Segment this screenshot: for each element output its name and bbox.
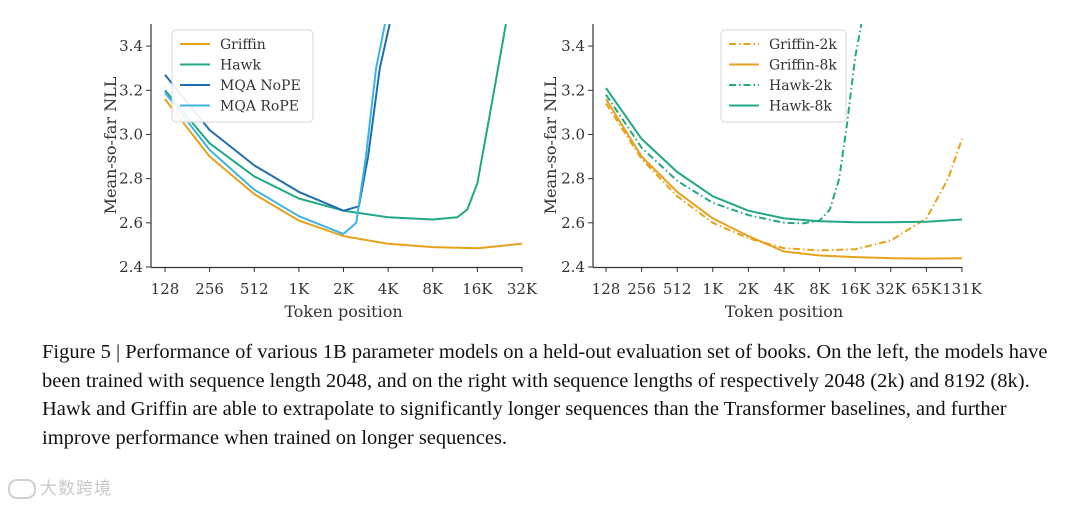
x-tick-label: 512 — [663, 280, 692, 298]
series-line-griffin-8k — [605, 98, 963, 260]
y-tick-label: 3.0 — [119, 125, 143, 143]
legend-label: Hawk-8k — [769, 99, 832, 115]
x-tick-label: 131K — [942, 280, 983, 298]
legend-label: Hawk — [220, 58, 262, 74]
y-tick-label: 2.4 — [119, 258, 143, 276]
watermark: 大数跨境 — [8, 474, 112, 499]
figure-caption: Figure 5 | Performance of various 1B par… — [42, 341, 1048, 449]
x-tick-label: 256 — [195, 280, 224, 298]
series-line-mqa-nope — [164, 24, 391, 212]
x-tick-label: 2K — [738, 280, 760, 298]
series-line-griffin — [164, 98, 523, 250]
legend-label: Hawk-2k — [769, 78, 832, 94]
x-tick-label: 1K — [289, 280, 311, 298]
legend-label: MQA NoPE — [220, 78, 301, 94]
series-line-mqa-rope — [164, 24, 386, 235]
x-tick-label: 16K — [462, 280, 493, 298]
y-tick-label: 2.4 — [561, 258, 585, 276]
legend: Griffin-2k Griffin-8k Hawk-2k Hawk-8k — [720, 29, 847, 123]
series-line-griffin-2k — [605, 102, 963, 252]
y-tick-label: 3.2 — [561, 81, 585, 99]
x-tick-label: 512 — [240, 280, 269, 298]
series-line-hawk-8k — [605, 87, 963, 224]
x-tick-label: 1K — [702, 280, 724, 298]
legend-label: Griffin-2k — [769, 37, 837, 53]
series-line-hawk — [164, 24, 507, 221]
x-tick-label: 8K — [422, 280, 444, 298]
y-axis-title: Mean-so-far NLL — [101, 76, 120, 214]
legend-label: Griffin-8k — [769, 58, 837, 74]
legend-box — [171, 29, 314, 123]
x-tick-label: 65K — [911, 280, 942, 298]
legend: Griffin Hawk MQA NoPE MQA RoPE — [171, 29, 314, 123]
left-plot: 2.4 2.6 2.8 3.0 3.2 3.4 128 256 512 1K 2K 4K 8K 16K 32… — [101, 24, 538, 321]
x-axis-title: Token position — [725, 302, 843, 321]
x-tick-label: 4K — [774, 280, 796, 298]
y-tick-label: 2.6 — [561, 214, 585, 232]
y-tick-label: 3.4 — [119, 37, 143, 55]
y-tick-label: 3.2 — [119, 81, 143, 99]
legend-box — [720, 29, 847, 123]
x-tick-label: 128 — [592, 280, 621, 298]
x-tick-label: 32K — [876, 280, 907, 298]
x-axis-title: Token position — [284, 302, 402, 321]
x-tick-label: 32K — [507, 280, 538, 298]
legend-label: Griffin — [220, 37, 266, 53]
series-line-hawk-2k — [605, 24, 863, 225]
x-tick-label: 8K — [809, 280, 831, 298]
legend-label: MQA RoPE — [220, 99, 299, 115]
y-tick-label: 2.8 — [119, 170, 143, 188]
y-tick-label: 2.8 — [561, 170, 585, 188]
x-tick-label: 16K — [840, 280, 871, 298]
figure-5: 2.4 2.6 2.8 3.0 3.2 3.4 128 256 512 1K 2K 4K 8K 16K 32… — [101, 24, 983, 321]
right-plot: 2.4 2.6 2.8 3.0 3.2 3.4 128 256 512 1K 2K 4K 8K 16K 32… — [541, 24, 983, 321]
x-tick-label: 256 — [627, 280, 656, 298]
y-tick-label: 3.0 — [561, 125, 585, 143]
x-tick-label: 128 — [151, 280, 180, 298]
y-tick-label: 2.6 — [119, 214, 143, 232]
x-tick-label: 4K — [378, 280, 400, 298]
y-tick-label: 3.4 — [561, 37, 585, 55]
x-tick-label: 2K — [333, 280, 355, 298]
watermark-text: 大数跨境 — [40, 479, 112, 499]
watermark-logo-icon — [8, 479, 36, 499]
y-axis-title: Mean-so-far NLL — [541, 76, 560, 214]
